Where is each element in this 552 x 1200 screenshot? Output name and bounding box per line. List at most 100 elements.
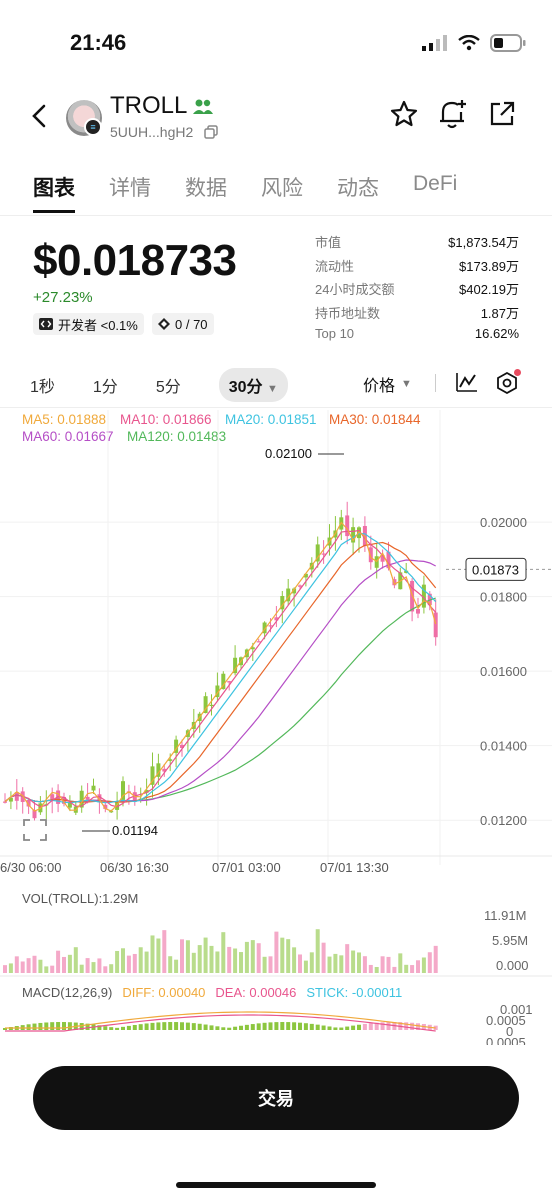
volume-bar xyxy=(168,956,173,973)
volume-bar xyxy=(386,956,391,973)
candle xyxy=(103,804,108,809)
macd-bar xyxy=(309,1023,314,1030)
volume-bar xyxy=(380,956,385,973)
volume-bar xyxy=(256,943,261,973)
candle xyxy=(174,739,179,753)
code-icon xyxy=(39,318,53,330)
macd-bar xyxy=(286,1022,291,1030)
macd-bar xyxy=(197,1023,202,1030)
stat-row: Top 10 16.62% xyxy=(315,326,519,350)
macd-bar xyxy=(321,1025,326,1030)
candle xyxy=(421,584,426,608)
timeframe-1s[interactable]: 1秒 xyxy=(30,379,55,396)
candle xyxy=(315,544,320,562)
volume-label: VOL(TROLL):1.29M xyxy=(22,891,139,906)
macd-bar xyxy=(250,1024,255,1030)
price-alert-button[interactable] xyxy=(438,98,468,135)
candle xyxy=(97,794,102,803)
candle xyxy=(8,797,13,802)
trade-button[interactable]: 交易 xyxy=(33,1066,519,1130)
volume-bar xyxy=(292,947,297,973)
tab-risk[interactable]: 风险 xyxy=(261,177,303,200)
macd-bar xyxy=(50,1022,55,1030)
macd-bar xyxy=(38,1022,43,1030)
volume-tick-label: 11.91M xyxy=(484,908,526,923)
holders-chip[interactable]: 0 / 70 xyxy=(152,313,214,335)
volume-bar xyxy=(416,960,420,973)
volume-bar xyxy=(20,961,25,973)
volume-bar xyxy=(262,956,267,973)
favorite-button[interactable] xyxy=(390,100,418,133)
candle xyxy=(144,789,149,793)
ma30-legend: MA30: 0.01844 xyxy=(329,412,421,427)
candle xyxy=(303,573,308,578)
bell-plus-icon xyxy=(440,100,466,129)
stat-row: 市值 $1,873.54万 xyxy=(315,232,519,256)
macd-bar xyxy=(62,1022,66,1030)
price-chart[interactable]: 0.02000 0.01800 0.01600 0.01400 0.01200 6/30 … xyxy=(0,410,552,1045)
stat-key: 流动性 xyxy=(315,258,355,274)
timeframe-30m[interactable]: 30分 ▼ xyxy=(218,368,288,402)
tab-defi[interactable]: DeFi xyxy=(413,172,458,195)
volume-bar xyxy=(79,964,84,973)
tab-data[interactable]: 数据 xyxy=(185,177,227,200)
y-tick-label: 0.01200 xyxy=(480,813,527,828)
volume-bar xyxy=(215,951,220,973)
macd-bar xyxy=(191,1023,196,1030)
dev-holding-chip[interactable]: 开发者 <0.1% xyxy=(33,313,144,335)
copy-icon[interactable] xyxy=(204,125,218,144)
candle xyxy=(386,551,391,569)
macd-bar xyxy=(115,1027,120,1030)
macd-bar xyxy=(386,1022,391,1030)
volume-bar xyxy=(14,956,19,973)
tab-activity[interactable]: 动态 xyxy=(337,177,379,200)
macd-bar xyxy=(121,1026,125,1030)
volume-bar xyxy=(180,939,184,973)
macd-bar xyxy=(67,1022,72,1030)
community-icon[interactable] xyxy=(192,98,214,121)
volume-bar xyxy=(97,958,102,973)
macd-tick-label: 0.0005 xyxy=(486,1035,526,1045)
timeframe-1m[interactable]: 1分 xyxy=(92,379,118,396)
macd-bar xyxy=(239,1025,243,1030)
macd-bar xyxy=(138,1024,143,1030)
tab-details[interactable]: 详情 xyxy=(109,177,151,200)
macd-bar xyxy=(168,1022,173,1030)
volume-bar xyxy=(404,964,409,973)
candle xyxy=(256,641,261,643)
token-stats: 市值 $1,873.54万 流动性 $173.89万 24小时成交额 $402.19万… xyxy=(315,232,519,350)
divider xyxy=(435,374,436,392)
macd-diff: DIFF: 0.00040 xyxy=(122,985,206,1000)
volume-bar xyxy=(345,944,350,973)
volume-bar xyxy=(103,966,108,973)
fullscreen-icon[interactable] xyxy=(23,819,47,841)
tab-chart[interactable]: 图表 xyxy=(33,172,75,213)
macd-tick-label: 0.001 xyxy=(500,1002,533,1017)
tab-bar: 图表 详情 数据 风险 动态 DeFi xyxy=(33,172,491,213)
macd-stick: STICK: -0.00011 xyxy=(306,985,403,1000)
macd-bar xyxy=(162,1022,167,1030)
token-name: TROLL xyxy=(110,92,188,119)
macd-bar xyxy=(339,1027,344,1030)
home-indicator xyxy=(176,1182,376,1188)
volume-bar xyxy=(121,948,125,973)
notification-dot xyxy=(514,369,521,376)
indicator-button[interactable] xyxy=(456,372,478,397)
ma60-legend: MA60: 0.01667 xyxy=(22,429,114,444)
candle xyxy=(274,617,279,621)
price-mode-dropdown[interactable]: 价格 ▼ xyxy=(363,372,412,396)
macd-dea: DEA: 0.00046 xyxy=(215,985,297,1000)
divider xyxy=(0,215,552,216)
timeframe-5m[interactable]: 5分 xyxy=(155,379,181,396)
volume-bar xyxy=(427,952,432,973)
share-button[interactable] xyxy=(488,100,516,133)
candle xyxy=(233,657,238,674)
chart-settings-button[interactable] xyxy=(496,371,518,399)
back-button[interactable] xyxy=(28,100,52,132)
macd-bar xyxy=(97,1025,102,1030)
macd-bar xyxy=(221,1027,226,1030)
candle xyxy=(416,608,420,614)
macd-bar xyxy=(274,1022,279,1030)
candle xyxy=(3,801,7,803)
macd-bar xyxy=(26,1024,31,1030)
